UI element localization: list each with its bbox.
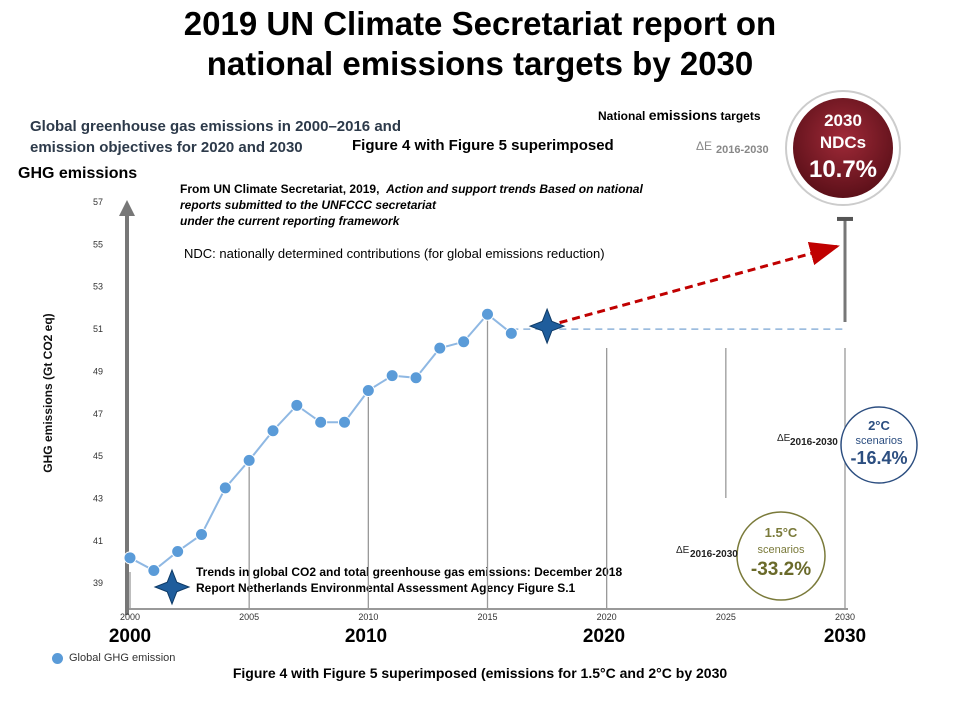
badge-2c-line1: 2°C [868,418,890,433]
big-year-2010: 2010 [345,626,387,647]
y-tick-57: 57 [93,197,103,207]
big-year-labels: 2000 2010 2020 2030 [109,626,866,647]
source-line-2: reports submitted to the UNFCCC secretar… [180,198,437,212]
main-title: 2019 UN Climate Secretariat report on na… [0,4,960,84]
y-tick-47: 47 [93,409,103,419]
ndc-delta-period: 2016-2030 [716,144,769,156]
data-point-2010 [361,383,375,397]
national-targets-a: National [598,109,646,123]
national-targets-b: emissions [648,107,718,123]
ndc-projection [546,241,840,328]
badge-15c: 1.5°C scenarios -33.2% ΔE 2016-2030 [676,511,826,601]
y-tick-43: 43 [93,494,103,504]
y-tick-51: 51 [93,324,103,334]
x-tick-2015: 2015 [477,612,497,622]
badge-2c-circle [840,406,918,484]
subtitle-line-2: emission objectives for 2020 and 2030 [30,139,303,156]
badge-2c-line2: scenarios [855,435,903,447]
data-point-2000 [123,551,137,565]
x-tick-2000: 2000 [120,612,140,622]
badge-15c-line1: 1.5°C [765,525,798,540]
data-point-2008 [314,415,328,429]
star-trend-note [153,568,191,606]
x-tick-2020: 2020 [597,612,617,622]
title-line-1: 2019 UN Climate Secretariat report on [183,5,777,42]
data-point-2011 [385,369,399,383]
y-axis-arrowhead [119,200,135,216]
title-line-2: national emissions targets by 2030 [206,45,754,82]
y-tick-labels: 39 41 43 45 47 49 51 53 55 57 [93,197,103,588]
series-polyline [129,312,512,572]
badge-2c-delta-period: 2016-2030 [790,437,838,448]
badge-2c-delta-label: ΔE [777,433,791,444]
x-tick-labels: 2000 2005 2010 2015 2020 2025 2030 [120,612,855,622]
data-points [123,307,518,578]
data-point-2014 [457,335,471,349]
national-targets-label: National emissions targets [598,107,761,123]
badge-15c-value: -33.2% [751,559,811,580]
big-year-2030: 2030 [824,626,866,647]
legend-marker [52,652,63,664]
trend-note: Trends in global CO2 and total greenhous… [196,564,656,596]
reference-lines [129,216,853,609]
badge-2c: 2°C scenarios -16.4% ΔE 2016-2030 [777,406,918,484]
y-tick-41: 41 [93,536,103,546]
source-line-3: under the current reporting framework [180,214,400,228]
badge-15c-delta-label: ΔE [676,545,690,556]
ndc-badge-value: 10.7% [809,156,877,183]
big-year-2000: 2000 [109,626,151,647]
badge-15c-delta-period: 2016-2030 [690,549,738,560]
data-point-2004 [218,481,232,495]
data-point-2013 [433,341,447,355]
source-line-1a: From UN Climate Secretariat, 2019, [180,182,380,196]
y-tick-53: 53 [93,282,103,292]
data-point-2015 [481,307,494,321]
data-point-2007 [290,398,304,412]
y-axis-title: GHG emissions (Gt CO2 eq) [41,313,55,472]
badge-15c-line2: scenarios [757,544,805,556]
trend-note-line-2: Report Netherlands Environmental Assessm… [196,581,576,595]
x-tick-2025: 2025 [716,612,736,622]
chart-legend: Global GHG emission [52,652,175,664]
badge-2c-value: -16.4% [850,448,907,468]
series-line [129,312,512,572]
y-tick-49: 49 [93,366,103,376]
data-point-2016 [504,326,518,340]
ndc-badge-line2: NDCs [820,133,866,152]
national-targets-c: targets [720,109,761,123]
data-point-2005 [242,453,256,467]
trend-note-line-1: Trends in global CO2 and total greenhous… [196,565,623,579]
ndc-badge-inner [793,98,893,198]
chart-subtitle: Global greenhouse gas emissions in 2000–… [30,116,430,158]
big-year-2020: 2020 [583,626,625,647]
data-point-2003 [195,528,208,542]
subtitle-line-1: Global greenhouse gas emissions in 2000–… [30,118,401,135]
star-markers [153,307,566,606]
source-note: From UN Climate Secretariat, 2019, Actio… [180,181,700,229]
x-tick-2010: 2010 [358,612,378,622]
data-point-2002 [171,544,185,558]
data-point-2009 [338,415,351,429]
data-point-2006 [266,424,280,438]
figure-note: Figure 4 with Figure 5 superimposed [352,137,614,154]
y-tick-45: 45 [93,451,103,461]
data-point-2001 [147,564,161,578]
ndc-badge-line1: 2030 [824,111,862,130]
ndc-badge: 2030 NDCs 10.7% ΔE 2016-2030 [696,90,901,206]
x-tick-2005: 2005 [239,612,259,622]
y-tick-55: 55 [93,239,103,249]
source-line-1b: Action and support trends Based on natio… [386,182,643,196]
legend-label: Global GHG emission [69,652,176,664]
ndc-delta-label: ΔE [696,139,712,153]
x-tick-2030: 2030 [835,612,855,622]
badge-15c-circle [736,511,826,601]
star-ndc-start [528,307,566,345]
ndc-definition: NDC: nationally determined contributions… [184,246,605,261]
data-point-2012 [409,371,423,385]
y-tick-39: 39 [93,578,103,588]
ndc-projection-arrow [546,241,840,328]
ghg-emissions-label: GHG emissions [18,165,138,182]
bottom-caption: Figure 4 with Figure 5 superimposed (emi… [232,665,728,681]
